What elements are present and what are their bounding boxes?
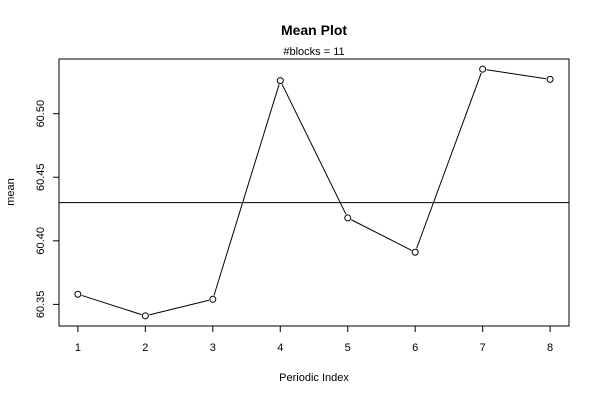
series-segment [486,69,547,80]
data-point [479,65,487,73]
data-point [344,214,352,222]
x-tick-label: 3 [210,342,216,354]
x-tick-label: 7 [480,342,486,354]
x-axis-label: Periodic Index [279,372,349,384]
y-axis-label: mean [5,178,17,206]
x-tick-label: 8 [547,342,553,354]
y-axis: 60.35 60.40 60.45 60.50 [35,100,60,319]
x-tick-label: 6 [412,342,418,354]
series-segment [351,219,412,251]
series-segment [81,294,142,316]
data-point [209,295,217,303]
data-point [546,75,554,83]
series-segment [281,83,347,215]
x-tick-label: 5 [345,342,351,354]
series-segment [416,72,482,249]
x-tick-label: 2 [142,342,148,354]
chart-title: Mean Plot [281,22,347,38]
data-point [141,312,149,320]
series-segment [213,84,280,296]
y-tick-label: 60.50 [35,100,47,128]
series-layer [74,65,554,320]
y-tick-label: 60.45 [35,163,47,191]
chart-subtitle: #blocks = 11 [283,46,344,58]
data-point [276,77,284,85]
y-tick-label: 60.35 [35,291,47,319]
data-point [74,290,82,298]
data-point [411,248,419,256]
y-tick-label: 60.40 [35,227,47,255]
x-axis: 1 2 3 4 5 6 7 8 [75,325,553,354]
x-tick-label: 4 [277,342,283,354]
series-segment [149,299,210,316]
x-tick-label: 1 [75,342,81,354]
